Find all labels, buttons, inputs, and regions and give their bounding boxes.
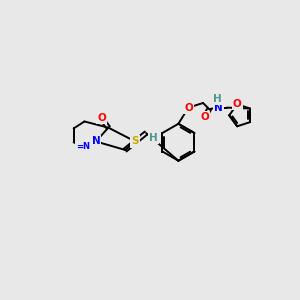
Text: N: N [92, 136, 100, 146]
Text: S: S [131, 136, 139, 146]
Text: H: H [212, 94, 221, 104]
Text: H: H [149, 133, 158, 142]
Text: =N: =N [76, 142, 90, 152]
Text: O: O [184, 103, 193, 112]
Text: O: O [233, 99, 242, 109]
Text: O: O [200, 112, 209, 122]
Text: N: N [214, 103, 223, 112]
Text: O: O [97, 113, 106, 123]
